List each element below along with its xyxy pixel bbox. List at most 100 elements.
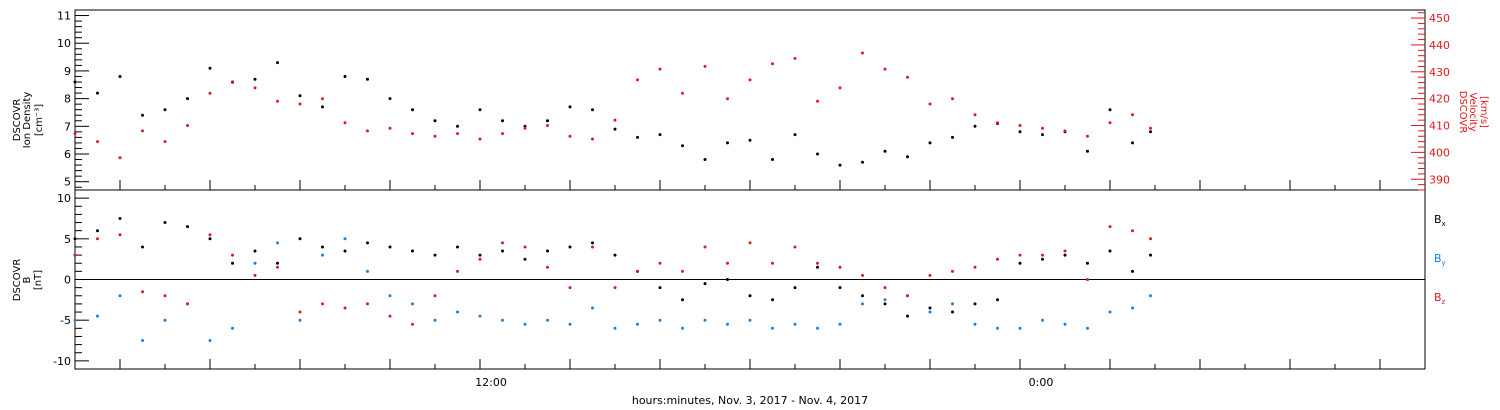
by-point <box>456 310 459 314</box>
by-point <box>163 318 167 322</box>
velocity-point <box>906 75 909 79</box>
velocity-point <box>681 91 684 95</box>
density-point <box>276 61 279 65</box>
density-point <box>96 91 99 95</box>
velocity-point <box>411 132 414 136</box>
velocity-point <box>928 102 932 106</box>
velocity-point <box>253 86 257 90</box>
by-point <box>343 237 347 241</box>
velocity-point <box>456 132 459 136</box>
by-point <box>681 326 684 330</box>
bx-point <box>1063 253 1067 257</box>
bx-point <box>906 314 909 318</box>
by-point <box>996 326 999 330</box>
velocity-point <box>748 78 752 82</box>
by-point <box>73 318 77 322</box>
velocity-point <box>568 134 572 138</box>
by-point <box>1018 326 1022 330</box>
bx-point <box>1018 261 1022 265</box>
bz-point <box>928 273 932 277</box>
density-point <box>1108 108 1112 112</box>
velocity-point <box>298 102 302 106</box>
by-point <box>1108 310 1112 314</box>
by-point <box>1086 326 1089 330</box>
by-point <box>141 339 144 342</box>
by-point <box>816 326 819 330</box>
bx-point <box>816 265 819 269</box>
bz-point <box>1108 225 1112 229</box>
bx-point <box>1086 261 1089 265</box>
by-point <box>208 339 212 342</box>
bz-point <box>771 261 774 265</box>
by-point <box>658 318 662 322</box>
velocity-tick-label: 410 <box>1429 120 1450 133</box>
velocity-point <box>838 86 842 90</box>
density-point <box>951 135 954 139</box>
bx-point <box>951 310 954 314</box>
density-point <box>838 163 842 167</box>
density-point <box>906 155 909 159</box>
density-point <box>411 108 414 112</box>
bx-point <box>681 298 684 302</box>
bx-point <box>388 245 392 249</box>
by-point <box>636 322 639 326</box>
bottom-left-axis-label: DSCOVR B [nT] <box>12 259 44 302</box>
velocity-point <box>636 78 639 82</box>
by-point <box>96 314 99 318</box>
bx-point <box>478 253 482 257</box>
bz-point <box>253 273 257 277</box>
bz-point <box>546 265 549 269</box>
velocity-tick-label: 440 <box>1429 39 1450 52</box>
velocity-point <box>883 67 887 71</box>
bz-point <box>1018 253 1022 257</box>
density-point <box>816 152 819 156</box>
bx-point <box>793 286 797 290</box>
velocity-point <box>276 99 279 103</box>
by-point <box>433 318 437 322</box>
by-point <box>1149 294 1152 298</box>
bx-point <box>591 241 594 245</box>
by-point <box>613 326 617 330</box>
density-point <box>1041 133 1044 137</box>
velocity-point <box>1149 126 1152 130</box>
b-tick-label: 5 <box>64 233 71 246</box>
bx-point <box>253 249 257 253</box>
bz-point <box>1086 278 1089 281</box>
density-point <box>591 108 594 112</box>
bz-point <box>231 253 234 257</box>
bz-point <box>73 253 77 257</box>
by-point <box>118 294 122 298</box>
bx-point <box>726 278 729 281</box>
bz-point <box>1131 229 1134 233</box>
velocity-point <box>1018 124 1022 127</box>
velocity-point <box>433 134 437 138</box>
bx-point <box>613 253 617 257</box>
top-right-axis-label: DSCOVR Velocity [km/s] <box>1457 91 1489 134</box>
velocity-point <box>208 91 212 95</box>
velocity-point <box>1063 129 1067 133</box>
density-point <box>771 158 774 161</box>
bz-point <box>276 265 279 269</box>
density-point <box>973 124 977 128</box>
by-point <box>771 326 774 330</box>
velocity-point <box>1131 113 1134 117</box>
bx-point <box>186 225 189 229</box>
bx-point <box>73 237 77 241</box>
by-point <box>1131 306 1134 310</box>
bx-point <box>996 298 999 302</box>
bx-point <box>433 253 437 257</box>
by-point <box>231 326 234 330</box>
density-point <box>73 80 77 84</box>
density-point <box>433 119 437 123</box>
bz-point <box>366 302 369 306</box>
density-tick-label: 8 <box>64 93 71 106</box>
velocity-point <box>816 99 819 103</box>
bz-point <box>186 302 189 306</box>
legend-bx: Bx <box>1434 213 1446 228</box>
bz-point <box>951 269 954 273</box>
bx-point <box>231 261 234 265</box>
density-point <box>1086 149 1089 153</box>
bz-point <box>681 269 684 273</box>
velocity-point <box>658 67 662 71</box>
bz-point <box>1063 249 1067 253</box>
